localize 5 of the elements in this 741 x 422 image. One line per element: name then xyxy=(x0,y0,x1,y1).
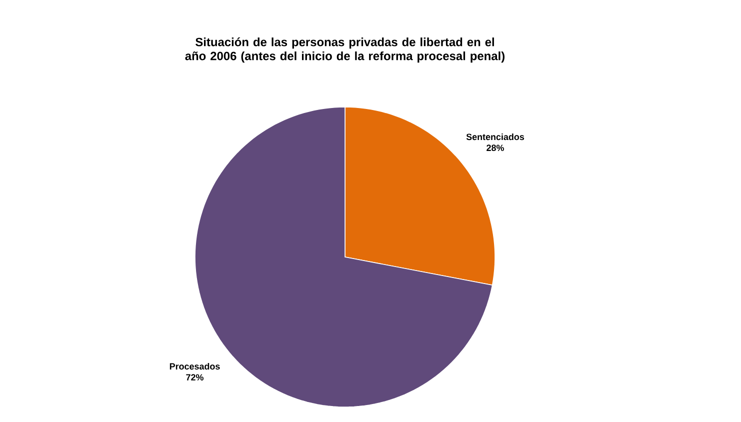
slice-label: Procesados xyxy=(170,362,220,370)
data-label: 72% xyxy=(186,374,204,380)
data-label: 28% xyxy=(486,144,504,152)
chart-title: Situación de las personas privadas de libertad en el año 2006 (antes del inicio de la reforma procesal penal) xyxy=(185,37,505,63)
slice-label: Sentenciados xyxy=(466,133,524,140)
